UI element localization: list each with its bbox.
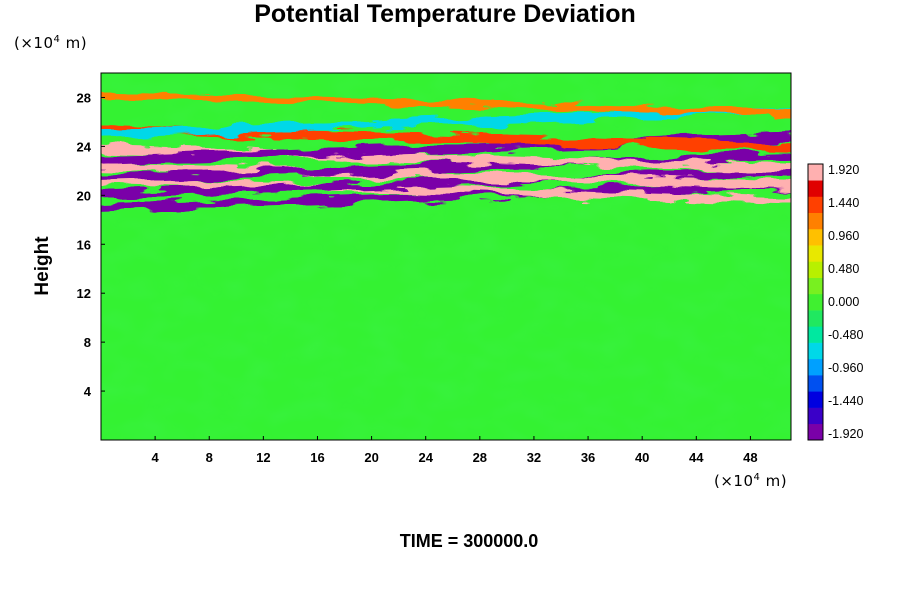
colorbar-segment [808, 196, 823, 214]
y-tick-label: 8 [84, 335, 91, 350]
colorbar-frame [807, 163, 824, 441]
x-tick-label: 20 [364, 450, 378, 465]
colorbar-segment [808, 228, 823, 246]
chart-title: Potential Temperature Deviation [254, 0, 636, 28]
x-tick-label: 8 [206, 450, 213, 465]
colorbar-segment [808, 180, 823, 197]
heatmap-band [101, 167, 791, 199]
time-label: TIME = 300000.0 [399, 531, 539, 551]
colorbar-segment [808, 164, 823, 181]
heatmap-band [101, 181, 791, 212]
colorbar-segment [808, 310, 823, 327]
y-tick-label: 20 [77, 188, 91, 203]
colorbar-label: 1.920 [828, 163, 859, 177]
colorbar-label: 0.960 [828, 229, 859, 243]
colorbar-segment [808, 391, 823, 408]
colorbar-segment [808, 326, 823, 343]
x-tick-label: 44 [689, 450, 704, 465]
colorbar-segment [808, 342, 823, 360]
x-tick-label: 12 [256, 450, 270, 465]
colorbar: 1.920 1.440 0.960 0.480 0.000 -0.480 -0.960 -1.… [807, 163, 863, 441]
x-tick-label: 36 [581, 450, 595, 465]
colorbar-segment [808, 375, 823, 392]
colorbar-segment [808, 358, 823, 376]
y-tick-label: 4 [84, 384, 92, 399]
colorbar-label: -0.480 [828, 328, 863, 342]
colorbar-segment [808, 245, 823, 262]
x-tick-label: 24 [418, 450, 433, 465]
colorbar-segment [808, 423, 823, 441]
y-tick-label: 24 [77, 139, 92, 154]
colorbar-label: 1.440 [828, 196, 859, 210]
heatmap-band [101, 90, 791, 118]
colorbar-label: -1.920 [828, 427, 863, 441]
x-tick-label: 48 [743, 450, 757, 465]
heatmap-band [101, 106, 791, 138]
heatmap-band [101, 177, 791, 204]
colorbar-segment [808, 277, 823, 295]
colorbar-label: -0.960 [828, 361, 863, 375]
colorbar-label: 0.480 [828, 262, 859, 276]
y-tick-label: 28 [77, 90, 91, 105]
colorbar-label: 0.000 [828, 295, 859, 309]
colorbar-segment [808, 407, 823, 425]
heatmap-field [101, 73, 791, 440]
y-axis-unit: (×104 m) [14, 34, 88, 52]
x-tick-label: 32 [527, 450, 541, 465]
colorbar-segment [808, 261, 823, 278]
y-tick-label: 12 [77, 286, 91, 301]
x-axis-unit: (×104 m) [714, 472, 788, 490]
colorbar-segment [808, 212, 823, 230]
x-tick-label: 16 [310, 450, 324, 465]
colorbar-segment [808, 293, 823, 311]
x-tick-label: 28 [473, 450, 487, 465]
y-tick-label: 16 [77, 237, 91, 252]
plot-frame [100, 72, 792, 441]
x-tick-label: 4 [152, 450, 160, 465]
y-axis-ticks: 4 8 12 16 20 24 28 [77, 90, 105, 399]
x-axis-ticks: 4 8 12 16 20 24 28 32 36 40 44 48 [152, 436, 758, 465]
x-tick-label: 40 [635, 450, 649, 465]
colorbar-label: -1.440 [828, 394, 863, 408]
